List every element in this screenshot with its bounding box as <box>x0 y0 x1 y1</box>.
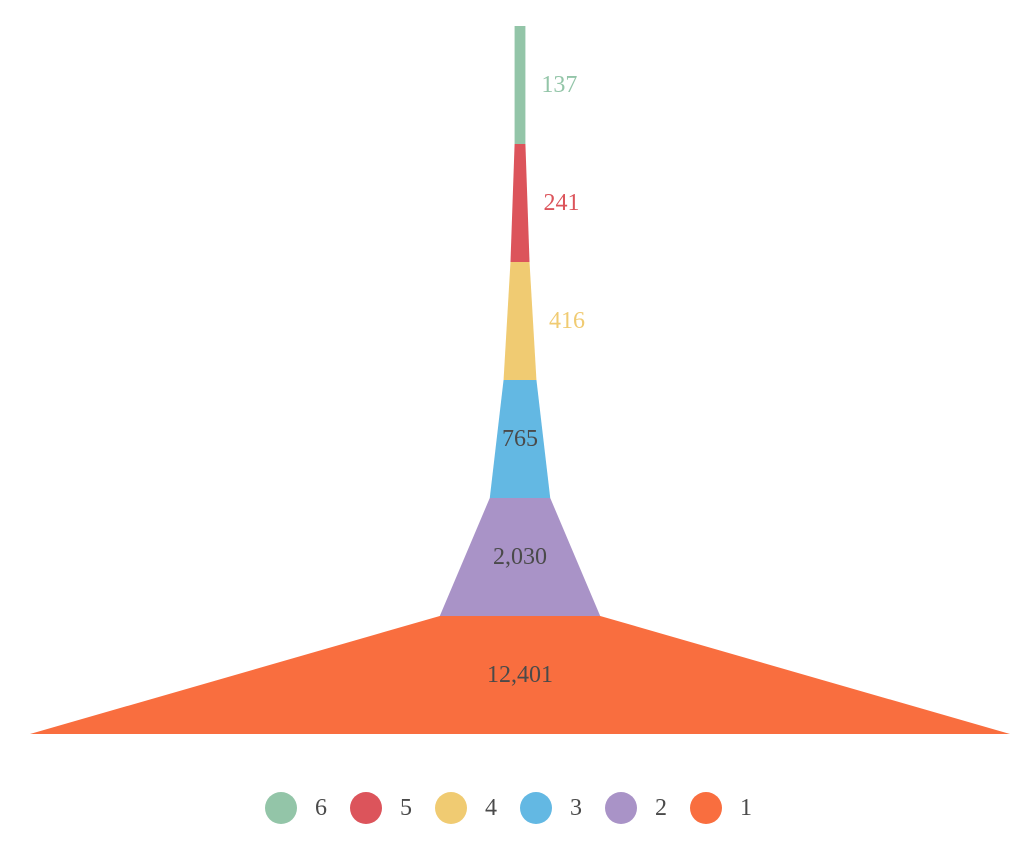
legend-item-5[interactable]: 5 <box>350 792 412 824</box>
funnel-value-labels: 137 241 416 765 2,030 12,401 <box>487 72 585 688</box>
legend-item-4[interactable]: 4 <box>435 792 497 824</box>
legend-item-3[interactable]: 3 <box>520 792 582 824</box>
funnel-band-1 <box>30 616 1010 734</box>
legend-swatch-3 <box>520 792 552 824</box>
legend-label-1: 1 <box>740 795 752 821</box>
legend-label-4: 4 <box>485 795 497 821</box>
legend-swatch-4 <box>435 792 467 824</box>
legend-swatch-2 <box>605 792 637 824</box>
legend-swatch-5 <box>350 792 382 824</box>
legend-item-2[interactable]: 2 <box>605 792 667 824</box>
funnel-value-label-3: 765 <box>502 426 538 452</box>
legend: 6 5 4 3 2 1 <box>265 792 752 824</box>
funnel-band-6 <box>514 26 526 144</box>
funnel-band-4 <box>503 262 537 380</box>
funnel-value-label-4: 416 <box>549 308 585 334</box>
legend-item-1[interactable]: 1 <box>690 792 752 824</box>
legend-label-6: 6 <box>315 795 327 821</box>
legend-label-2: 2 <box>655 795 667 821</box>
legend-label-3: 3 <box>570 795 582 821</box>
funnel-band-5 <box>510 144 530 262</box>
funnel-value-label-2: 2,030 <box>493 544 547 570</box>
legend-item-6[interactable]: 6 <box>265 792 327 824</box>
funnel-band-2 <box>439 498 601 616</box>
funnel-value-label-5: 241 <box>543 190 579 216</box>
funnel-value-label-1: 12,401 <box>487 662 553 688</box>
funnel-bands <box>30 26 1010 734</box>
legend-swatch-1 <box>690 792 722 824</box>
legend-label-5: 5 <box>400 795 412 821</box>
funnel-value-label-6: 137 <box>541 72 577 98</box>
funnel-band-3 <box>489 380 551 498</box>
legend-swatch-6 <box>265 792 297 824</box>
